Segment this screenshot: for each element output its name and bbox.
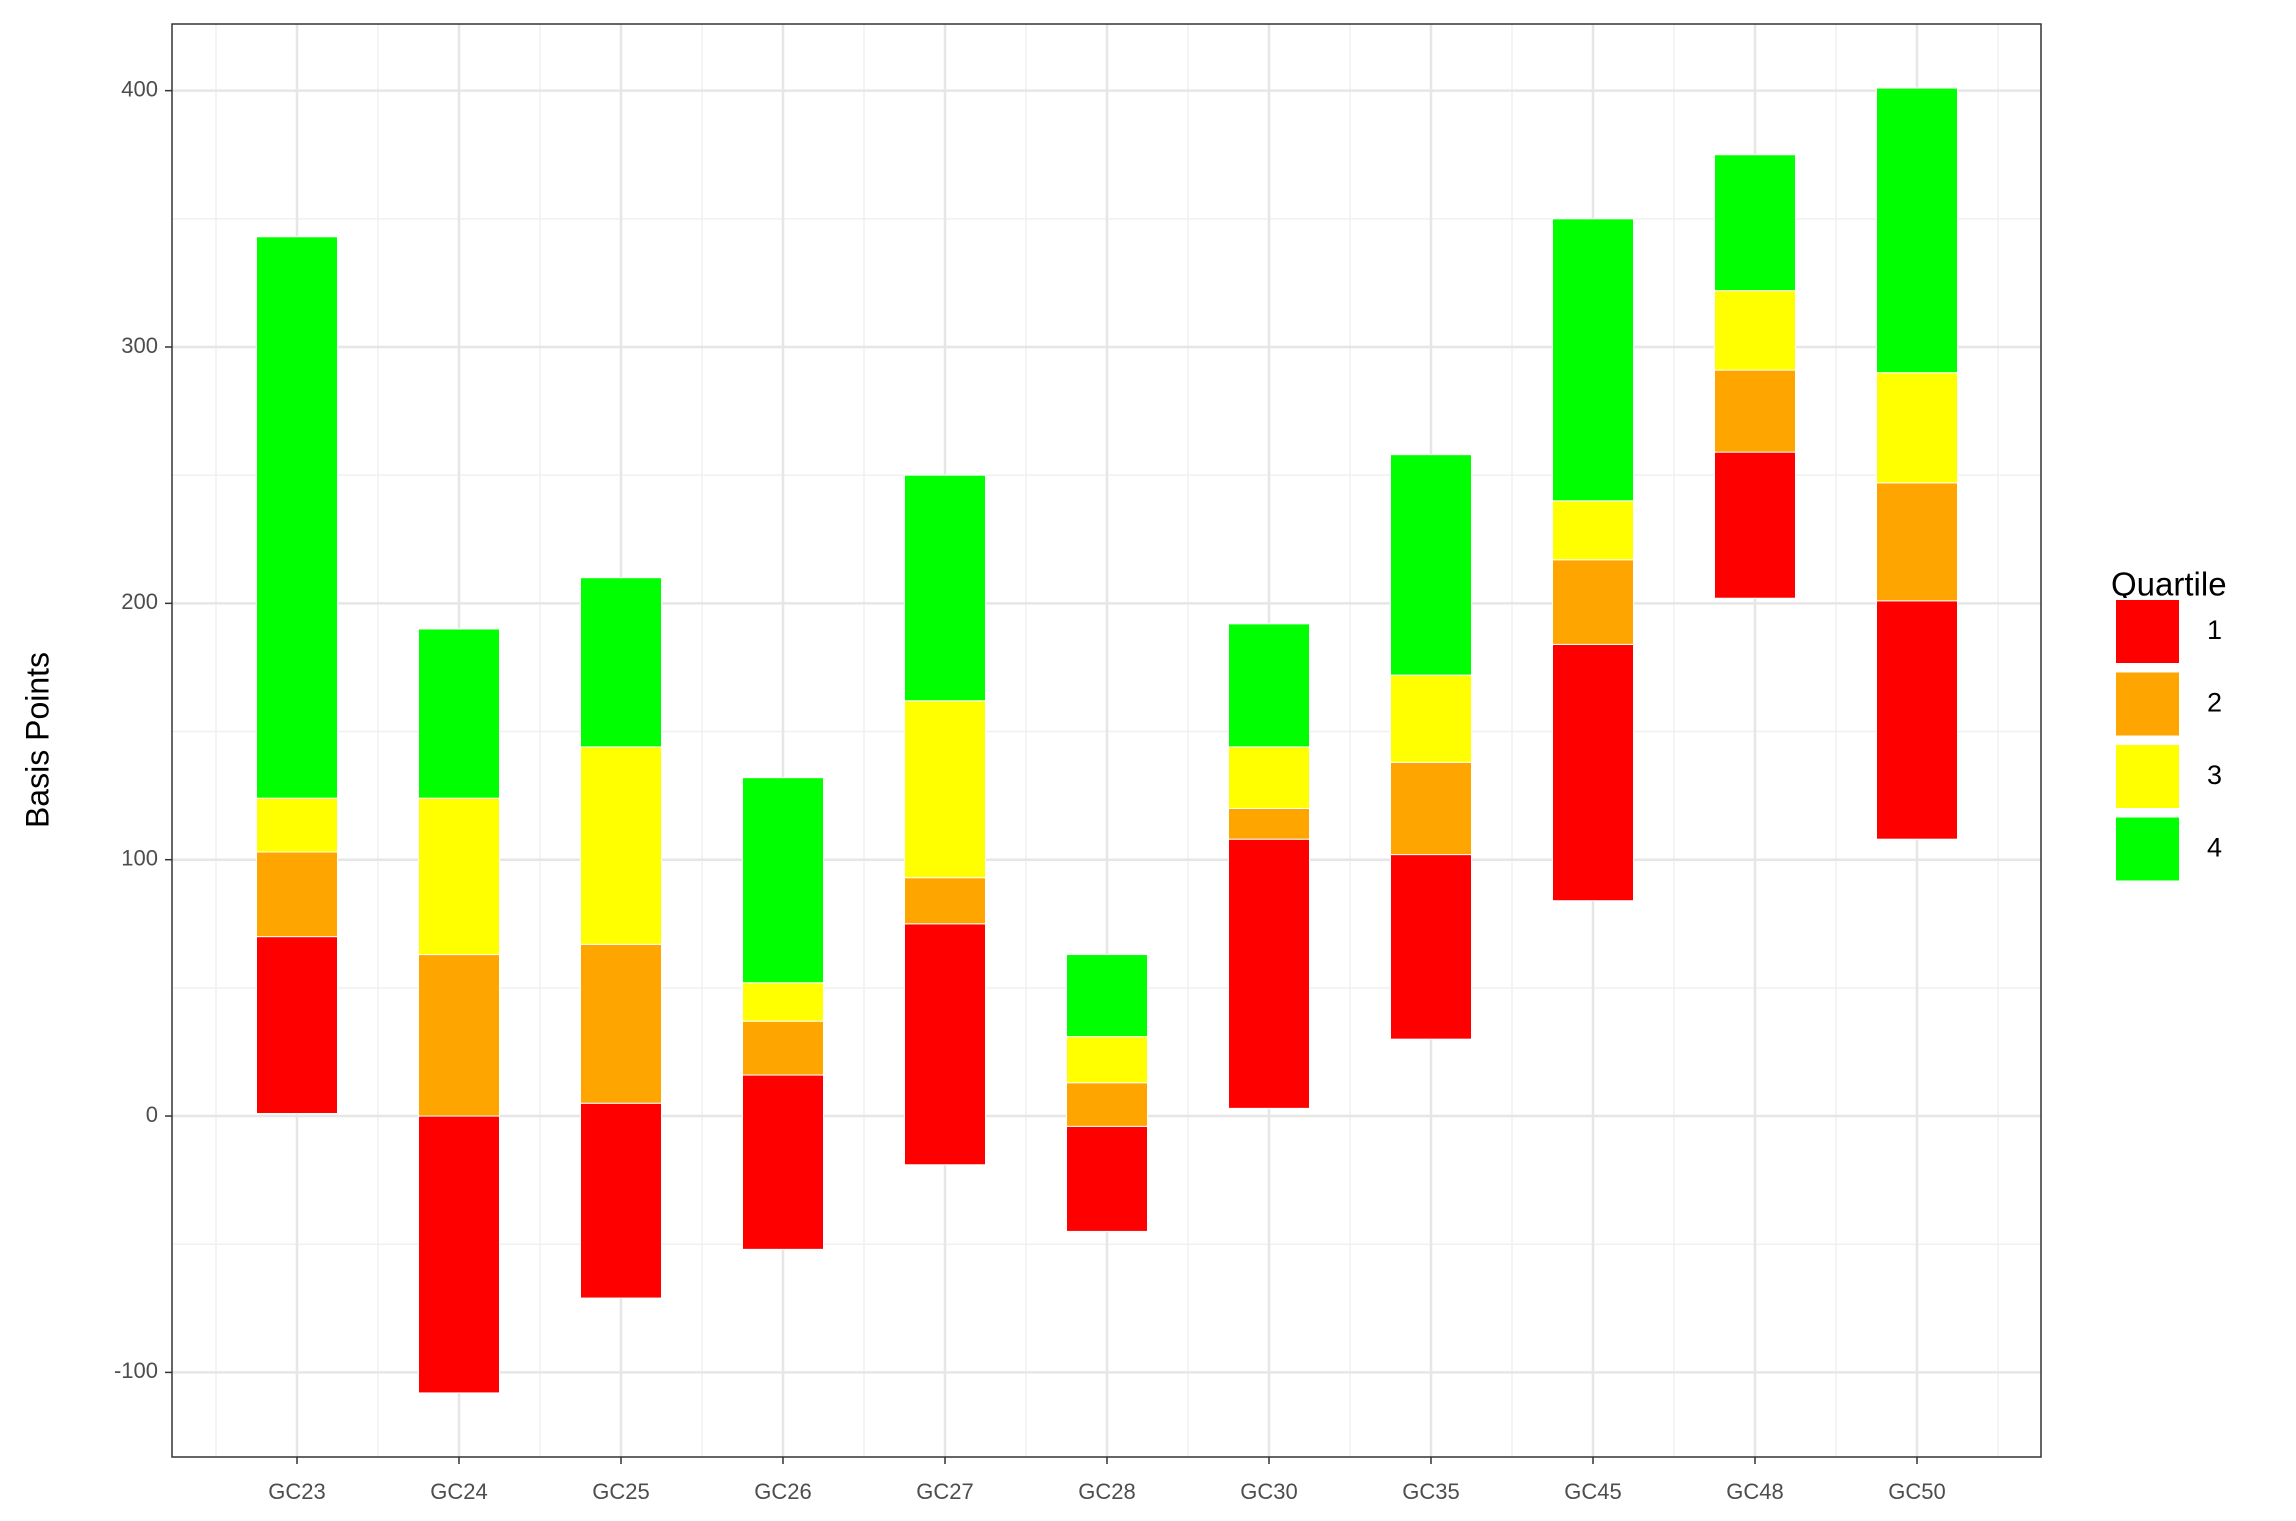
bar-segment (1552, 559, 1634, 645)
bar-segment (1876, 600, 1958, 840)
bar-segment (904, 877, 986, 925)
y-tick-label: 200 (121, 589, 158, 614)
legend-label: 2 (2207, 688, 2222, 718)
x-tick-label: GC27 (916, 1479, 973, 1504)
legend-key (2114, 670, 2181, 738)
plot-border (171, 23, 2042, 1458)
bar-segment (1066, 1125, 1148, 1232)
x-tick-label: GC50 (1888, 1479, 1945, 1504)
bar-segment (256, 236, 338, 799)
x-tick-label: GC45 (1564, 1479, 1621, 1504)
bar-segment (580, 577, 662, 748)
bar-segment (904, 474, 986, 702)
bar-segment (1066, 1082, 1148, 1127)
bar-segment (1714, 451, 1796, 599)
bar-segment (580, 1102, 662, 1299)
bar-segment (1552, 643, 1634, 902)
bar-segment (1552, 218, 1634, 502)
x-tick-label: GC26 (754, 1479, 811, 1504)
bar-segment (1390, 674, 1472, 763)
bar-segment (904, 700, 986, 879)
x-tick-label: GC25 (592, 1479, 649, 1504)
y-axis-title: Basis Points (19, 652, 55, 828)
x-tick-label: GC30 (1240, 1479, 1297, 1504)
y-tick-label: 0 (146, 1102, 158, 1127)
bar-segment (904, 923, 986, 1166)
y-tick-label: 100 (121, 846, 158, 871)
bar-segment (1066, 1036, 1148, 1084)
bar-segment (256, 797, 338, 853)
bar-segment (1552, 500, 1634, 561)
bar-segment (418, 797, 500, 956)
bar-segment (1876, 482, 1958, 602)
x-tick-label: GC35 (1402, 1479, 1459, 1504)
bar-segment (1390, 854, 1472, 1040)
legend-key (2114, 743, 2181, 810)
bar-segment (1066, 954, 1148, 1038)
x-tick-label: GC24 (430, 1479, 487, 1504)
x-tick-label: GC23 (268, 1479, 325, 1504)
bar-segment (418, 628, 500, 799)
legend-title: Quartile (2111, 566, 2227, 603)
x-tick-label: GC48 (1726, 1479, 1783, 1504)
bar-segment (1390, 454, 1472, 676)
bar-segment (1228, 807, 1310, 840)
bar-segment (418, 1115, 500, 1394)
bar-segment (1714, 154, 1796, 292)
bar-segment (1228, 838, 1310, 1109)
bar-segment (1876, 372, 1958, 484)
bar-segment (1714, 290, 1796, 371)
bar-segment (1390, 761, 1472, 856)
bar-segment (580, 943, 662, 1104)
legend-key (2114, 598, 2181, 665)
bar-segment (1876, 87, 1958, 374)
bar-segment (742, 1020, 824, 1076)
legend-label: 1 (2207, 615, 2222, 645)
bar-segment (256, 851, 338, 938)
bar-segment (418, 954, 500, 1117)
legend-key (2114, 815, 2181, 883)
bar-segment (1228, 746, 1310, 809)
x-tick-label: GC28 (1078, 1479, 1135, 1504)
bar-segment (1714, 369, 1796, 453)
legend-label: 3 (2207, 760, 2222, 790)
bar-segment (1228, 623, 1310, 748)
bar-segment (742, 1074, 824, 1250)
legend-label: 4 (2207, 833, 2222, 863)
bar-segment (580, 746, 662, 945)
y-tick-label: -100 (114, 1358, 158, 1383)
y-tick-label: 300 (121, 333, 158, 358)
y-tick-label: 400 (121, 76, 158, 101)
bar-segment (256, 936, 338, 1114)
bar-segment (742, 777, 824, 984)
bar-segment (742, 982, 824, 1022)
